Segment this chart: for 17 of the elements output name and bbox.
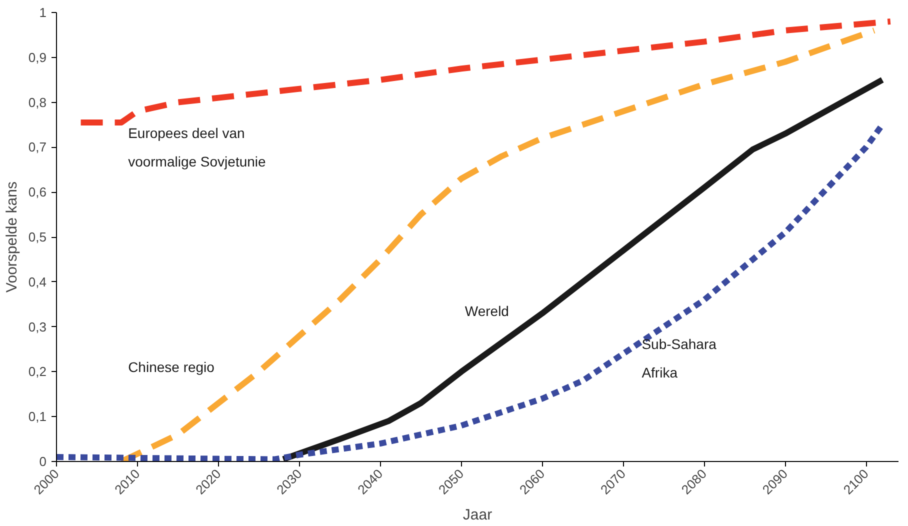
y-tick-label: 0,3 bbox=[28, 319, 47, 334]
series-label: Europees deel van voormalige Sovjetunie bbox=[128, 124, 266, 170]
y-tick-label: 0 bbox=[39, 454, 47, 469]
y-axis-title: Voorspelde kans bbox=[3, 182, 20, 292]
y-tick-label: 0,1 bbox=[28, 409, 47, 424]
y-tick-label: 0,4 bbox=[28, 274, 47, 290]
series-label: Sub-Sahara Afrika bbox=[642, 336, 717, 381]
series-label: Chinese regio bbox=[128, 359, 215, 376]
y-tick-label: 0,2 bbox=[28, 364, 47, 380]
y-tick-label: 0,9 bbox=[28, 50, 47, 65]
x-axis-title: Jaar bbox=[462, 506, 492, 524]
y-tick-label: 1 bbox=[39, 5, 47, 20]
y-tick-label: 0,8 bbox=[28, 94, 47, 110]
y-tick-label: 0,5 bbox=[28, 230, 47, 244]
y-tick-label: 0,6 bbox=[28, 184, 47, 200]
y-tick-label: 0,7 bbox=[28, 140, 47, 155]
series-label: Wereld bbox=[464, 303, 509, 320]
